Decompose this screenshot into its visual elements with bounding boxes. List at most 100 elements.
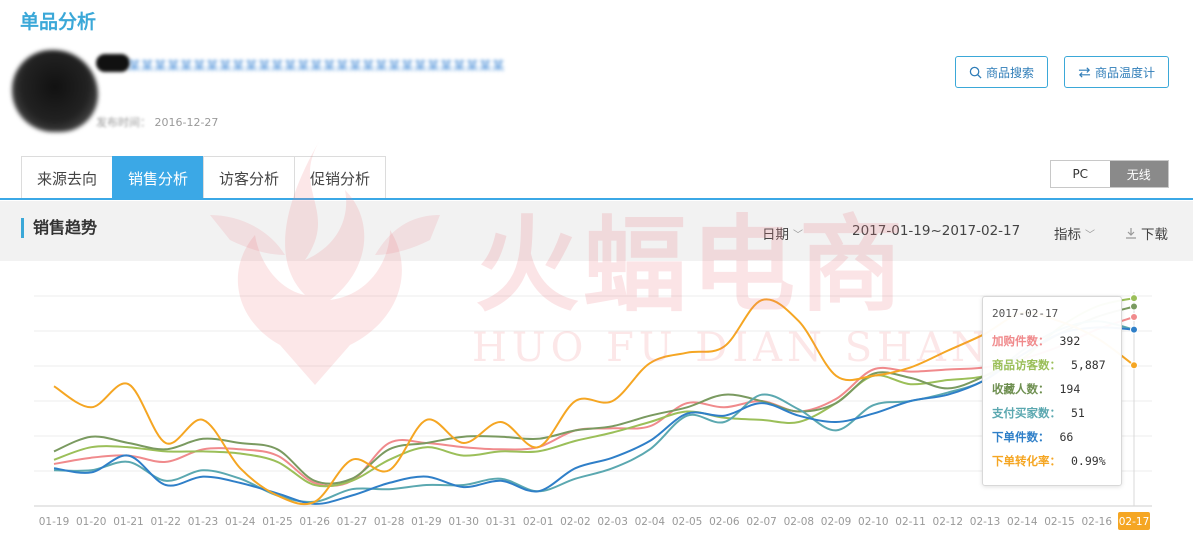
- tab-source-destination[interactable]: 来源去向: [21, 156, 114, 199]
- product-search-button[interactable]: 商品搜索: [955, 56, 1048, 88]
- x-tick-label: 01-29: [411, 516, 442, 528]
- x-tick-label: 02-01: [523, 516, 554, 528]
- tooltip-metric-value: 194: [1059, 382, 1081, 396]
- series-line: [53, 298, 1135, 506]
- series-point: [1130, 361, 1138, 370]
- tooltip-row: 下单转化率： 0.99%: [992, 449, 1112, 473]
- series-point: [1130, 302, 1138, 311]
- tab-visitor-analysis[interactable]: 访客分析: [203, 156, 296, 199]
- chart-tooltip: 2017-02-17 加购件数： 392 商品访客数： 5,887 收藏人数： 194 支付…: [982, 296, 1122, 486]
- x-tick-label: 02-11: [895, 516, 926, 528]
- tooltip-row: 支付买家数： 51: [992, 401, 1112, 425]
- x-tick-label: 02-12: [933, 516, 964, 528]
- tooltip-metric-value: 5,887: [1071, 358, 1106, 372]
- x-tick-label: 02-17: [1119, 516, 1150, 528]
- swap-arrows-icon: [1078, 66, 1091, 78]
- metric-selector-label: 指标: [1054, 227, 1081, 243]
- tooltip-metric-label: 商品访客数：: [992, 358, 1061, 372]
- x-tick-label: 01-25: [262, 516, 293, 528]
- chevron-down-icon: ﹀: [793, 229, 803, 241]
- tab-sales-analysis[interactable]: 销售分析: [112, 156, 205, 199]
- x-tick-label: 01-24: [225, 516, 256, 528]
- tooltip-date: 2017-02-17: [992, 307, 1059, 320]
- tooltip-row: 下单件数： 66: [992, 425, 1112, 449]
- x-tick-label: 02-04: [635, 516, 666, 528]
- x-tick-label: 02-14: [1007, 516, 1038, 528]
- tooltip-row: 商品访客数： 5,887: [992, 353, 1112, 377]
- product-thermometer-label: 商品温度计: [1094, 65, 1155, 80]
- product-thumbnail[interactable]: [12, 50, 98, 132]
- series-point: [1130, 313, 1138, 321]
- tooltip-metric-value: 66: [1059, 430, 1074, 444]
- tooltip-metric-label: 支付买家数：: [992, 406, 1061, 420]
- chevron-down-icon: ﹀: [1085, 229, 1095, 241]
- x-tick-label: 01-26: [299, 516, 330, 528]
- tooltip-metric-value: 392: [1059, 334, 1081, 348]
- x-tick-label: 02-16: [1082, 516, 1113, 528]
- device-pc-option[interactable]: PC: [1051, 161, 1110, 187]
- series-point: [1130, 294, 1138, 303]
- publish-time-label: 发布时间：: [96, 116, 151, 129]
- page-title: 单品分析: [20, 11, 97, 33]
- publish-time-value: 2016-12-27: [154, 116, 219, 129]
- tab-promotion-analysis[interactable]: 促销分析: [294, 156, 387, 199]
- series-line: [53, 320, 1135, 504]
- download-label: 下载: [1141, 227, 1168, 243]
- x-tick-label: 02-05: [672, 516, 703, 528]
- watermark-subtext: HUO FU DIAN SHANG: [472, 325, 1028, 371]
- tooltip-metric-value: 51: [1071, 406, 1085, 420]
- search-icon: [969, 66, 982, 79]
- tab-underline-rule: [0, 198, 1193, 200]
- metric-selector-dropdown[interactable]: 指标 ﹀: [1054, 223, 1095, 243]
- x-tick-label: 01-23: [188, 516, 219, 528]
- date-range-picker[interactable]: 2017-01-19~2017-02-17: [852, 223, 1020, 239]
- series-point: [1130, 325, 1138, 334]
- x-tick-label: 01-27: [337, 516, 368, 528]
- tooltip-metric-label: 下单转化率：: [992, 454, 1061, 468]
- x-tick-label: 01-19: [39, 516, 70, 528]
- series-line: [53, 297, 1135, 488]
- watermark-text: 火蝠电商: [475, 204, 908, 326]
- tooltip-metric-label: 收藏人数：: [992, 382, 1050, 396]
- section-title: 销售趋势: [21, 218, 97, 238]
- x-tick-label: 02-07: [746, 516, 777, 528]
- sales-trend-toolbar: 销售趋势 日期 ﹀ 2017-01-19~2017-02-17 指标 ﹀ 下载: [0, 201, 1193, 261]
- x-tick-label: 01-28: [374, 516, 405, 528]
- download-icon: [1126, 228, 1136, 239]
- x-tick-label: 01-31: [486, 516, 517, 528]
- x-tick-label: 01-30: [448, 516, 479, 528]
- product-thermometer-button[interactable]: 商品温度计: [1064, 56, 1169, 88]
- tooltip-metric-label: 下单件数：: [992, 430, 1050, 444]
- x-tick-highlight: [1118, 512, 1150, 530]
- x-tick-label: 02-13: [970, 516, 1001, 528]
- product-thumbnail-blur: [96, 54, 130, 72]
- tooltip-row: 加购件数： 392: [992, 329, 1112, 353]
- x-tick-label: 02-03: [597, 516, 628, 528]
- x-tick-label: 01-21: [113, 516, 144, 528]
- date-granularity-dropdown[interactable]: 日期 ﹀: [762, 223, 803, 243]
- tooltip-metric-value: 0.99%: [1071, 454, 1106, 468]
- x-tick-label: 02-02: [560, 516, 591, 528]
- device-wireless-option[interactable]: 无线: [1109, 161, 1168, 187]
- x-tick-label: 02-08: [784, 516, 815, 528]
- x-tick-label: 01-22: [150, 516, 181, 528]
- tooltip-row: 收藏人数： 194: [992, 377, 1112, 401]
- analysis-tabs: 来源去向 销售分析 访客分析 促销分析: [21, 156, 387, 199]
- series-line: [53, 326, 1135, 505]
- sales-trend-chart[interactable]: 01-19 01-20 01-21 01-22 01-23 01-24 01-25 01-26…: [0, 270, 1193, 551]
- x-tick-label: 02-06: [709, 516, 740, 528]
- publish-time: 发布时间： 2016-12-27: [96, 114, 218, 130]
- product-name-link[interactable]: 某某某某某某某某某某某某某某某某某某某某某某某某某某某某某: [128, 58, 506, 73]
- device-toggle: PC 无线: [1050, 160, 1169, 188]
- x-tick-label: 02-10: [858, 516, 889, 528]
- series-line: [53, 305, 1135, 485]
- download-button[interactable]: 下载: [1125, 223, 1168, 243]
- date-granularity-label: 日期: [762, 227, 789, 243]
- x-tick-label: 02-09: [821, 516, 852, 528]
- x-tick-label: 01-20: [76, 516, 107, 528]
- x-tick-label: 02-15: [1044, 516, 1075, 528]
- tooltip-metric-label: 加购件数：: [992, 334, 1050, 348]
- product-search-label: 商品搜索: [985, 65, 1034, 80]
- date-range-value: 2017-01-19~2017-02-17: [852, 223, 1021, 239]
